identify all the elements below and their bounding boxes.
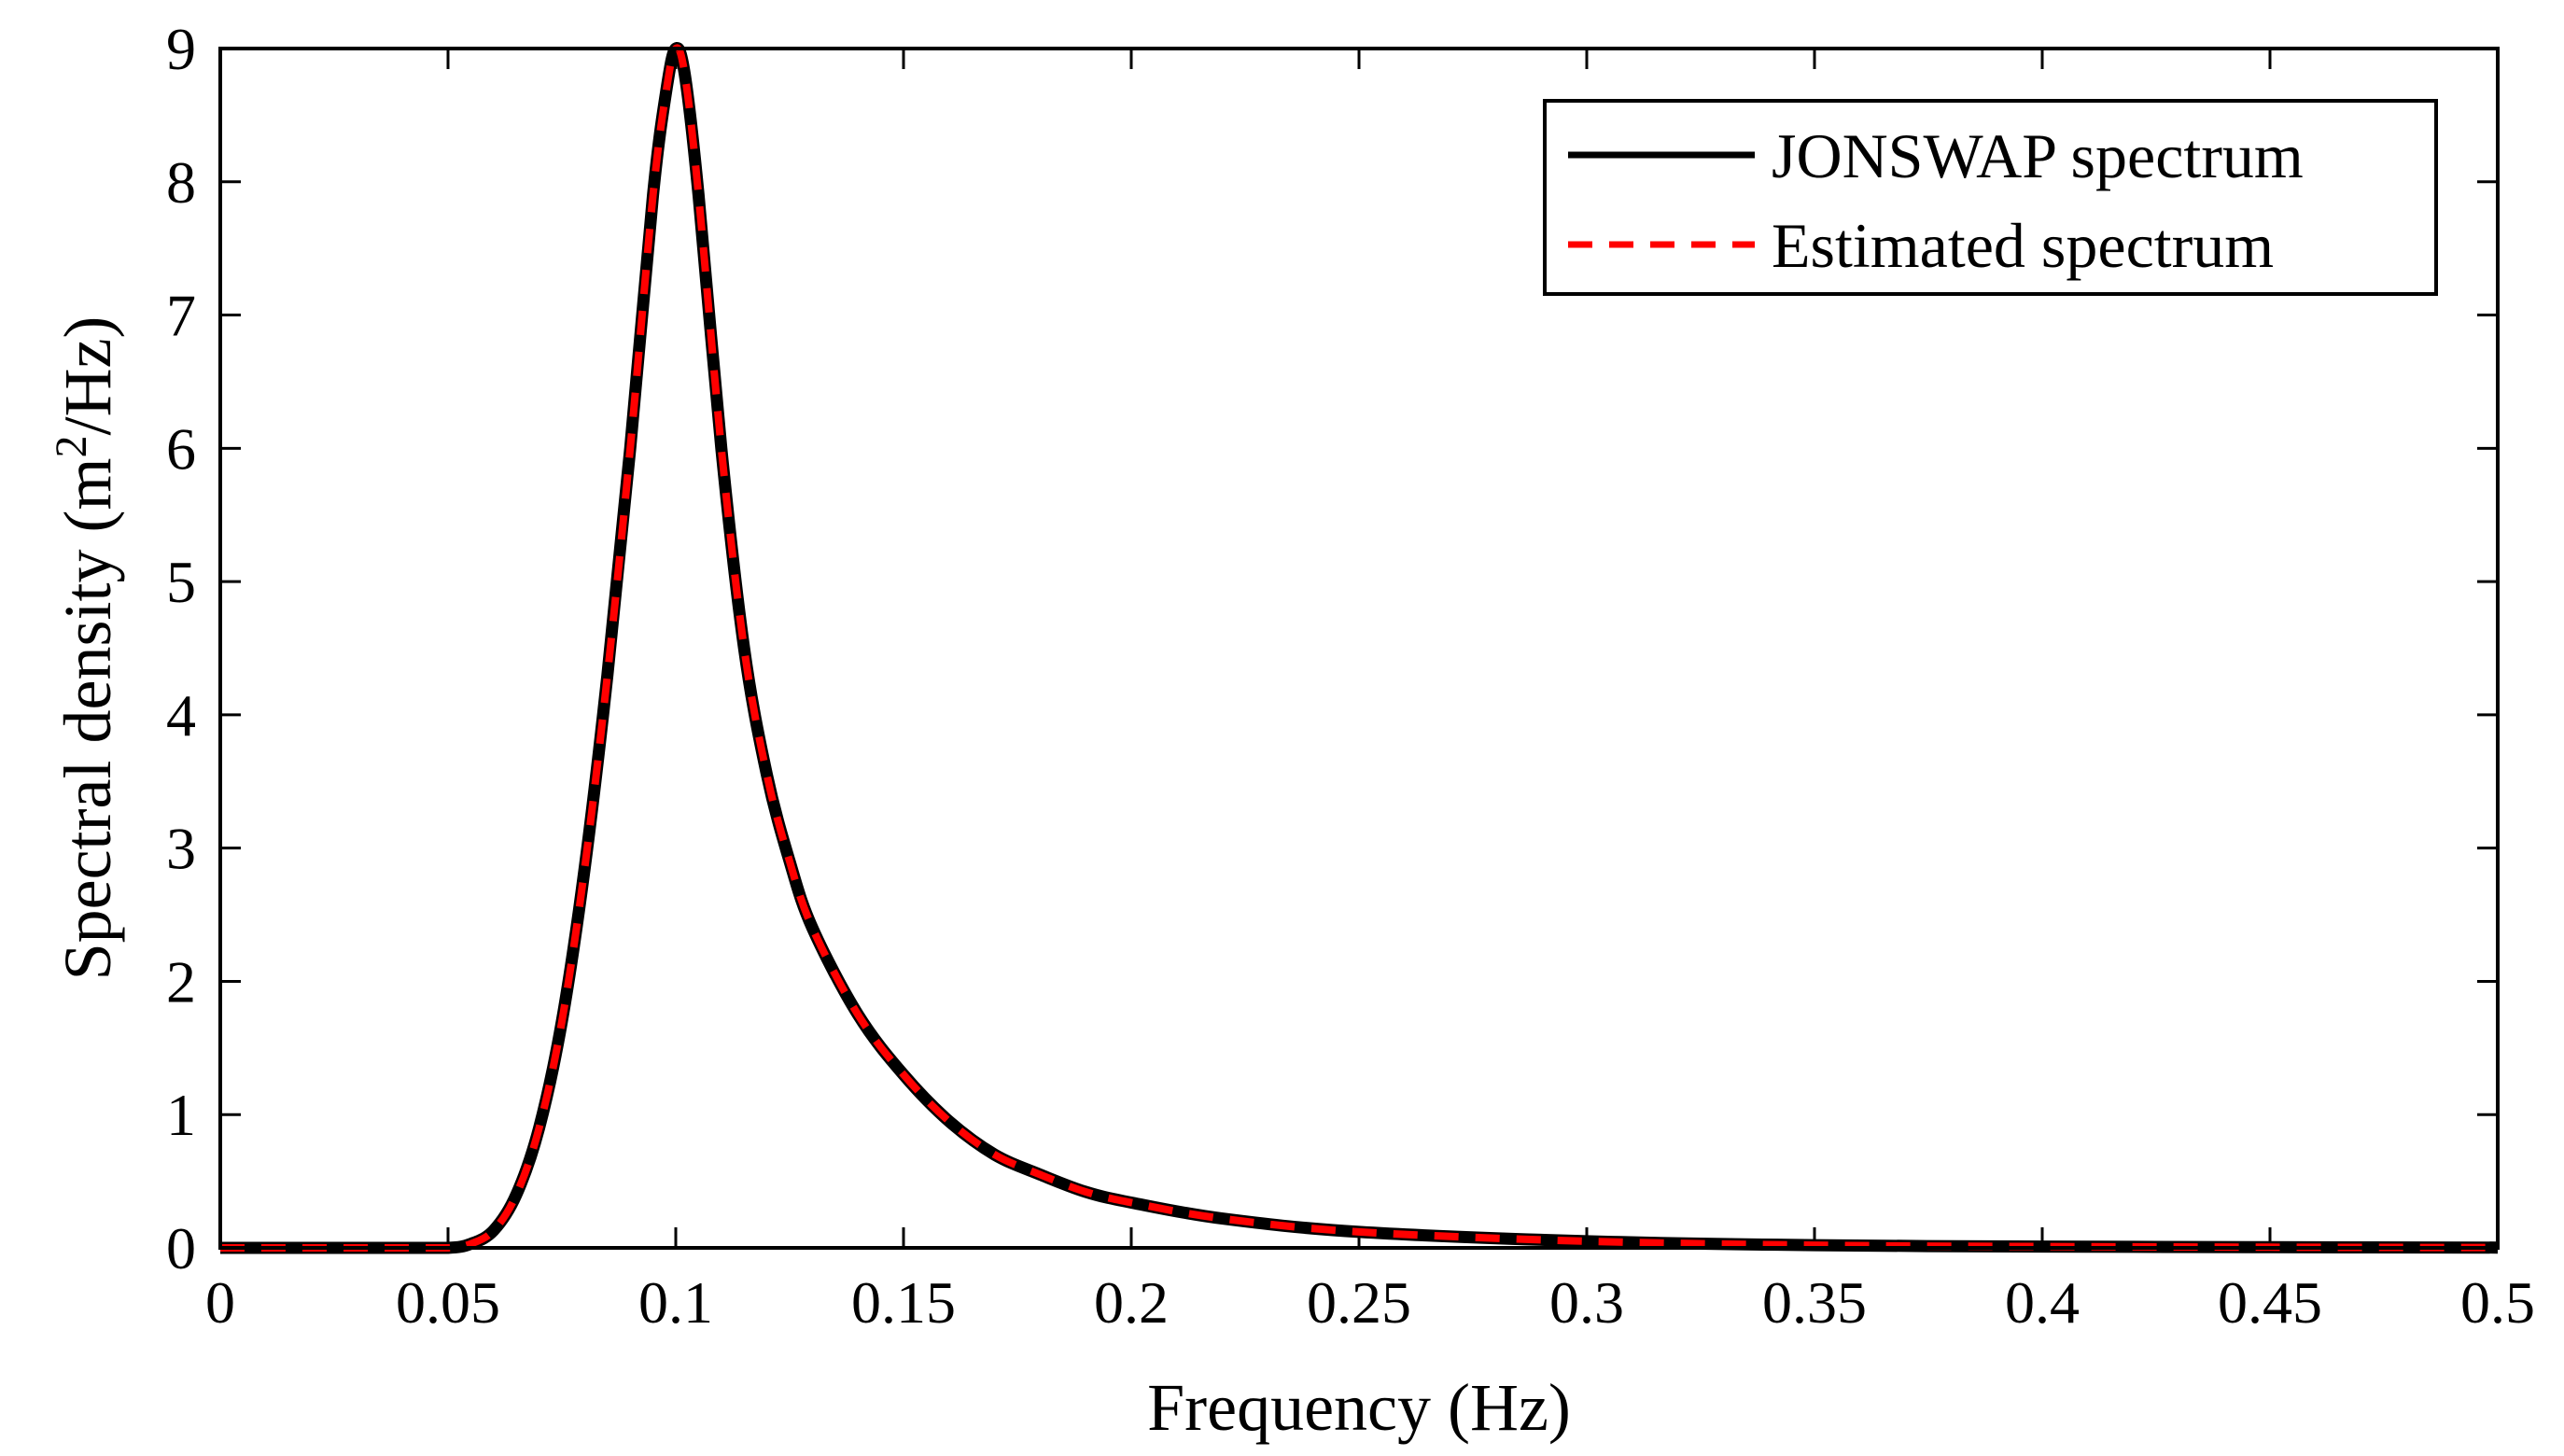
x-tick-label: 0.05: [396, 1269, 500, 1336]
y-tick-label: 1: [166, 1082, 196, 1148]
y-axis-label-superscript: 2: [47, 436, 96, 458]
series-line-estimated: [220, 44, 2499, 1253]
x-tick-label: 0: [205, 1269, 235, 1336]
legend-label-estimated: Estimated spectrum: [1772, 210, 2274, 281]
plot-area-frame: [218, 47, 2500, 1250]
x-tick-label: 0.35: [1762, 1269, 1867, 1336]
x-tick-label: 0.2: [1094, 1269, 1169, 1336]
y-tick-label: 3: [166, 816, 196, 882]
x-tick-label: 0.5: [2460, 1269, 2535, 1336]
x-tick-label: 0.15: [851, 1269, 956, 1336]
y-tick-label: 8: [166, 149, 196, 216]
x-tick-label: 0.3: [1549, 1269, 1624, 1336]
x-tick-label: 0.25: [1307, 1269, 1411, 1336]
x-tick-label: 0.1: [638, 1269, 713, 1336]
y-axis-label-suffix: /Hz): [50, 316, 125, 436]
legend-label-jonswap: JONSWAP spectrum: [1772, 120, 2304, 191]
x-tick-label: 0.45: [2218, 1269, 2322, 1336]
y-tick-label: 5: [166, 549, 196, 615]
y-tick-label: 0: [166, 1215, 196, 1281]
series-layer: [220, 41, 2499, 1254]
legend: JONSWAP spectrum Estimated spectrum: [1543, 99, 2438, 296]
legend-box: [1543, 99, 2438, 296]
y-tick-label: 7: [166, 283, 196, 349]
tick-labels-layer: 0 0.05 0.1 0.15 0.2 0.25 0.3 0.35 0.4 0.45 0.5 0 1 2 3…: [166, 16, 2535, 1336]
y-tick-label: 9: [166, 16, 196, 82]
y-tick-label: 4: [166, 682, 196, 749]
x-axis-label: Frequency (Hz): [1147, 1370, 1571, 1445]
y-axis-label-prefix: Spectral density (m: [50, 458, 125, 981]
y-axis-label: Spectral density (m2/Hz): [47, 316, 125, 981]
y-tick-label: 6: [166, 415, 196, 482]
y-tick-label: 2: [166, 948, 196, 1015]
x-tick-label: 0.4: [2005, 1269, 2080, 1336]
